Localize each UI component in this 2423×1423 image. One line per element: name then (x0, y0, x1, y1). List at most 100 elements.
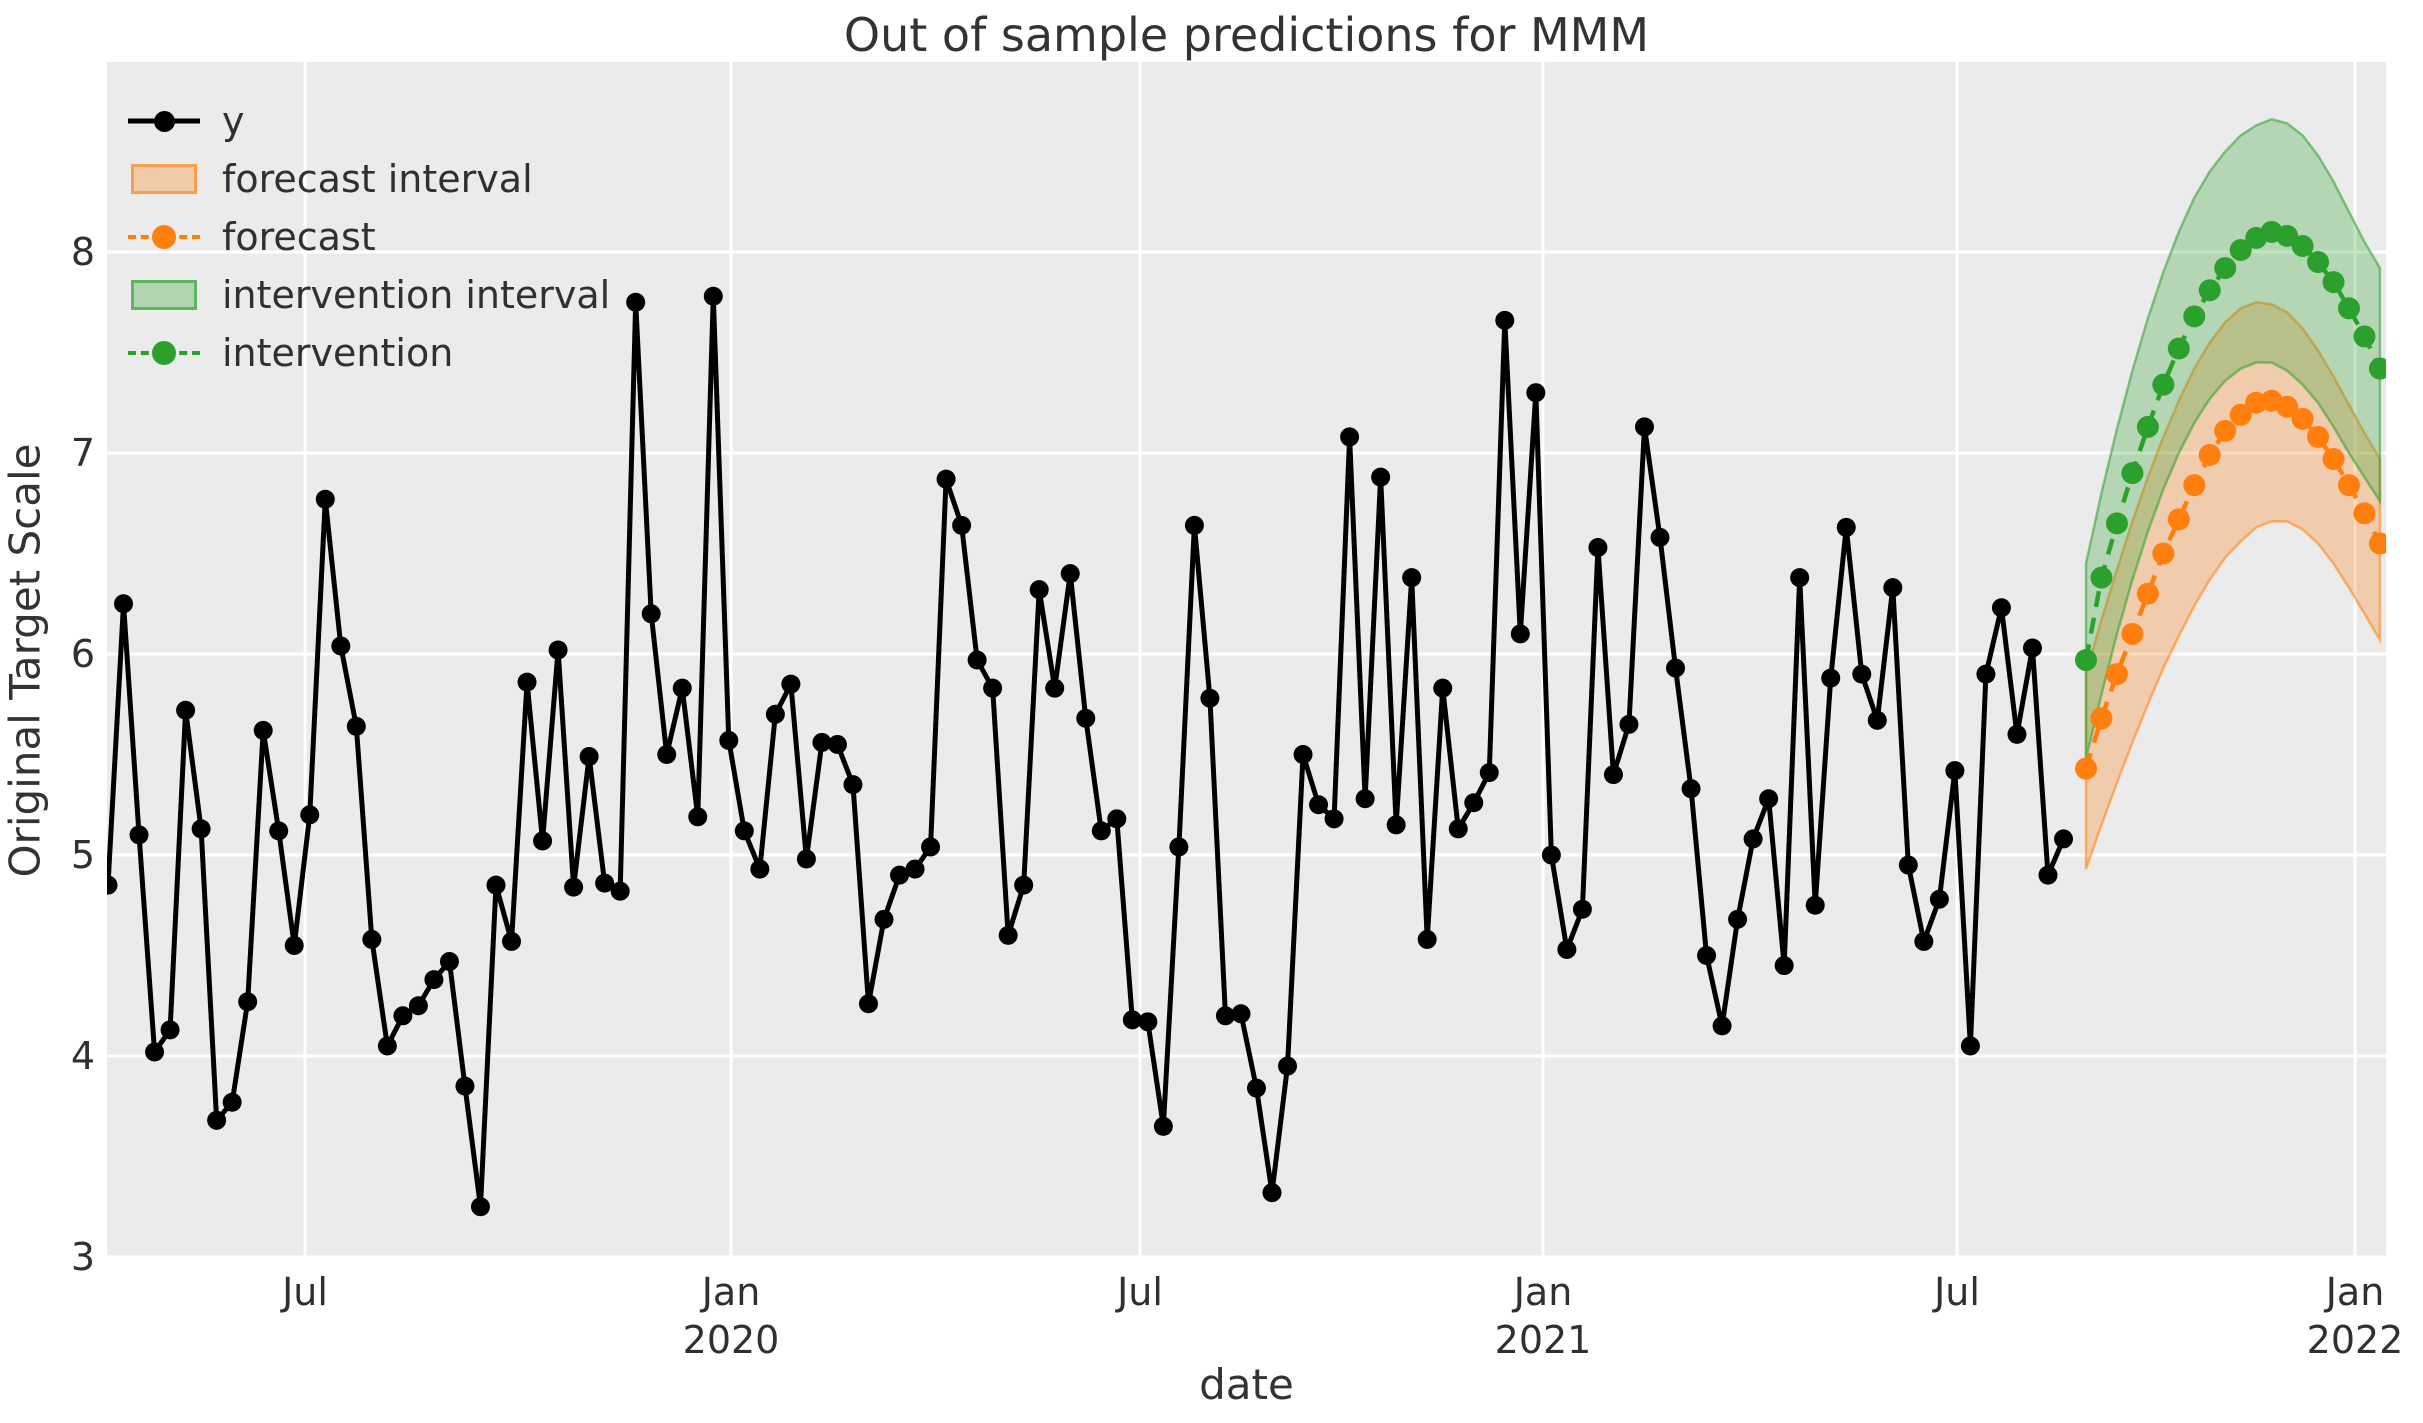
series-intervention-marker (2105, 512, 2128, 535)
series-forecast-marker (2105, 663, 2128, 686)
series-y-marker (967, 650, 987, 670)
series-y-marker (160, 1020, 180, 1040)
series-forecast-marker (2214, 419, 2237, 442)
series-intervention-marker (2183, 305, 2206, 328)
series-y-marker (331, 636, 351, 656)
series-y-marker (1014, 875, 1034, 895)
legend-label: y (222, 99, 245, 143)
series-y-marker (1433, 678, 1453, 698)
series-y-marker (284, 935, 304, 955)
series-y-marker (719, 730, 739, 750)
series-y-marker (703, 286, 723, 306)
series-y-marker (688, 807, 708, 827)
series-y-marker (486, 875, 506, 895)
series-y-marker (145, 1042, 165, 1062)
series-y-marker (269, 821, 289, 841)
series-y-marker (2054, 829, 2074, 849)
series-y-marker (1495, 310, 1515, 330)
series-y-marker (1169, 837, 1189, 857)
series-y-marker (921, 837, 941, 857)
series-y-marker (1898, 855, 1918, 875)
series-intervention-marker (2152, 373, 2175, 396)
series-y-marker (1076, 708, 1096, 728)
series-y-marker (1231, 1004, 1251, 1024)
series-y-marker (657, 745, 677, 764)
series-y-marker (1278, 1056, 1298, 1076)
series-intervention-marker (2322, 271, 2345, 294)
series-y-marker (533, 831, 553, 851)
series-y-marker (1107, 809, 1127, 829)
series-y-marker (1324, 809, 1344, 829)
series-y-marker (1262, 1183, 1282, 1203)
series-forecast-marker (2307, 425, 2330, 448)
series-y-marker (796, 849, 816, 869)
series-y-marker (1619, 714, 1639, 734)
series-y-marker (734, 821, 754, 841)
series-forecast-marker (2322, 448, 2345, 471)
series-y-marker (253, 720, 273, 740)
series-y-marker (1634, 417, 1654, 437)
series-y-marker (207, 1110, 227, 1130)
series-intervention-marker (2198, 279, 2221, 302)
series-intervention-marker (2075, 649, 2097, 672)
series-y-marker (1215, 1006, 1235, 1026)
legend-sample-line-dot (128, 110, 200, 132)
legend-label: forecast interval (222, 157, 533, 201)
series-intervention-marker (2214, 257, 2237, 280)
legend-item-forecast-interval: forecast interval (128, 150, 610, 208)
series-y-marker (1976, 664, 1996, 684)
series-y-marker (107, 875, 118, 895)
series-forecast-marker (2337, 474, 2360, 497)
legend-label: intervention interval (222, 273, 611, 317)
series-y-marker (424, 970, 444, 990)
x-tick-label: Jul (1934, 1270, 1980, 1314)
series-forecast-marker (2198, 444, 2221, 467)
legend-sample-dash-dot (128, 341, 200, 365)
series-y-marker (1650, 527, 1670, 547)
series-y-marker (564, 877, 584, 897)
forecast-interval-band (2084, 300, 2382, 870)
x-tick-label: Jan 2022 (2245, 1268, 2423, 1364)
series-y-marker (1402, 568, 1422, 588)
series-y-marker (765, 704, 785, 724)
series-y-marker (1914, 931, 1934, 951)
legend-sample-dash-dot (128, 225, 200, 249)
series-forecast-marker (2353, 502, 2376, 525)
series-y-marker (936, 469, 956, 489)
series-y-marker (1448, 819, 1468, 839)
series-y-marker (1153, 1116, 1173, 1136)
series-y-marker (983, 678, 1003, 698)
series-forecast-marker (2121, 622, 2144, 645)
series-y-marker (191, 819, 211, 839)
series-y-marker (1510, 624, 1530, 644)
series-y-marker (1960, 1036, 1980, 1056)
series-y-marker (2038, 865, 2058, 885)
series-forecast-marker (2152, 542, 2175, 565)
series-y-marker (1991, 598, 2011, 618)
series-y-marker (1929, 889, 1949, 909)
series-y-marker (579, 747, 599, 767)
plot-area (107, 62, 2386, 1257)
series-y-marker (1355, 789, 1375, 809)
series-y-marker (750, 859, 770, 879)
series-intervention-marker (2167, 337, 2190, 360)
series-y-marker (1386, 815, 1406, 835)
series-forecast-marker (2183, 474, 2206, 497)
series-y-marker (1712, 1016, 1732, 1036)
series-y-marker (1200, 688, 1220, 708)
series-y-marker (455, 1076, 475, 1096)
series-y-marker (1045, 678, 1065, 698)
series-y-marker (812, 732, 832, 752)
series-y-marker (890, 865, 910, 885)
series-y-marker (1681, 779, 1701, 799)
series-y-marker (1821, 668, 1841, 688)
series-forecast-marker (2229, 403, 2252, 426)
legend-sample-patch (128, 280, 200, 310)
series-y-marker (470, 1197, 490, 1217)
series-y-marker (517, 672, 537, 692)
series-y-marker (1309, 795, 1329, 815)
series-forecast-marker (2276, 395, 2299, 418)
series-y-marker (346, 716, 366, 736)
series-forecast-marker (2291, 407, 2314, 430)
